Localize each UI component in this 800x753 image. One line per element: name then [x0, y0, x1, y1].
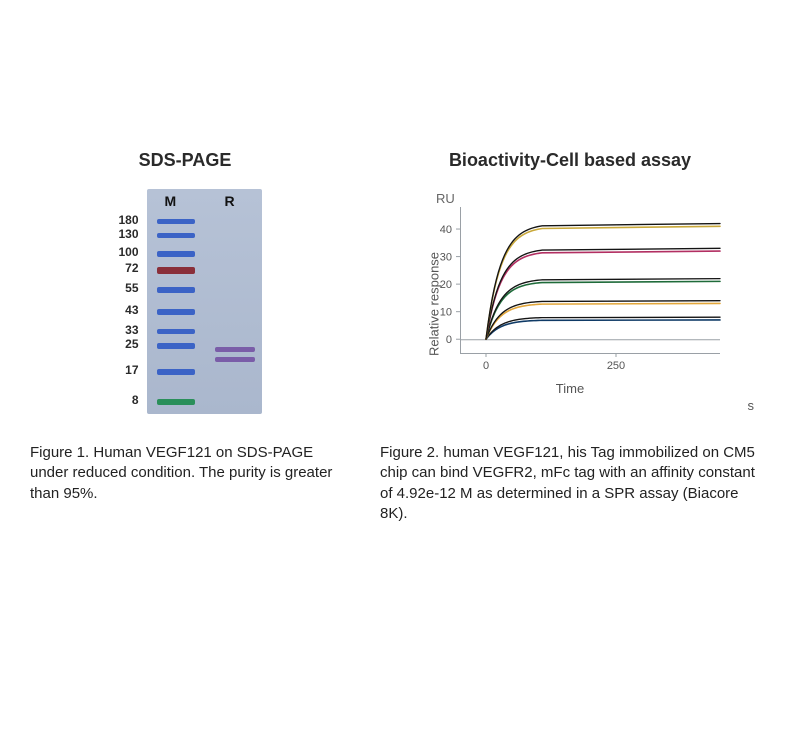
svg-text:20: 20: [440, 279, 452, 291]
svg-text:0: 0: [446, 334, 452, 346]
sds-page-title: SDS-PAGE: [30, 150, 340, 171]
figure2-caption: Figure 2. human VEGF121, his Tag immobil…: [380, 443, 760, 524]
marker-band: [157, 267, 195, 274]
figure1-caption: Figure 1. Human VEGF121 on SDS-PAGE unde…: [30, 443, 340, 504]
marker-band: [157, 329, 195, 334]
molecular-weight-labels: 1801301007255433325178: [109, 189, 139, 414]
spr-x-axis-label: Time: [556, 381, 584, 396]
bioactivity-title: Bioactivity-Cell based assay: [380, 150, 760, 171]
marker-band: [157, 233, 195, 238]
lane-header-marker: M: [165, 193, 177, 209]
spr-plot: 0 10 20 30 40 0 250: [410, 189, 730, 379]
mw-label: 55: [125, 279, 138, 297]
sds-page-panel: SDS-PAGE 1801301007255433325178 M R Figu…: [30, 150, 340, 524]
lane-header-reduced: R: [225, 193, 235, 209]
mw-label: 72: [125, 259, 138, 277]
mw-label: 25: [125, 335, 138, 353]
marker-band: [157, 287, 195, 293]
figure-container: SDS-PAGE 1801301007255433325178 M R Figu…: [0, 0, 800, 564]
marker-band: [157, 343, 195, 349]
mw-label: 43: [125, 301, 138, 319]
gel-plot: 1801301007255433325178 M R: [30, 189, 340, 419]
marker-band: [157, 219, 195, 224]
svg-text:30: 30: [440, 252, 452, 264]
ru-label: RU: [436, 191, 455, 206]
marker-band: [157, 251, 195, 257]
spr-plot-wrap: RU Relative response 0102030400250 Time …: [380, 189, 760, 419]
spr-y-axis-label: Relative response: [427, 252, 442, 356]
mw-label: 130: [118, 225, 138, 243]
sample-band: [215, 357, 255, 362]
svg-text:10: 10: [440, 307, 452, 319]
svg-text:250: 250: [607, 360, 625, 372]
sample-band: [215, 347, 255, 352]
bioactivity-panel: Bioactivity-Cell based assay RU Relative…: [380, 150, 760, 524]
svg-text:0: 0: [483, 360, 489, 372]
marker-band: [157, 369, 195, 375]
gel-lanes: M R: [147, 189, 262, 414]
marker-band: [157, 309, 195, 315]
svg-text:40: 40: [440, 224, 452, 236]
marker-band: [157, 399, 195, 405]
mw-label: 17: [125, 361, 138, 379]
spr-x-unit: s: [748, 398, 755, 413]
mw-label: 8: [132, 391, 139, 409]
